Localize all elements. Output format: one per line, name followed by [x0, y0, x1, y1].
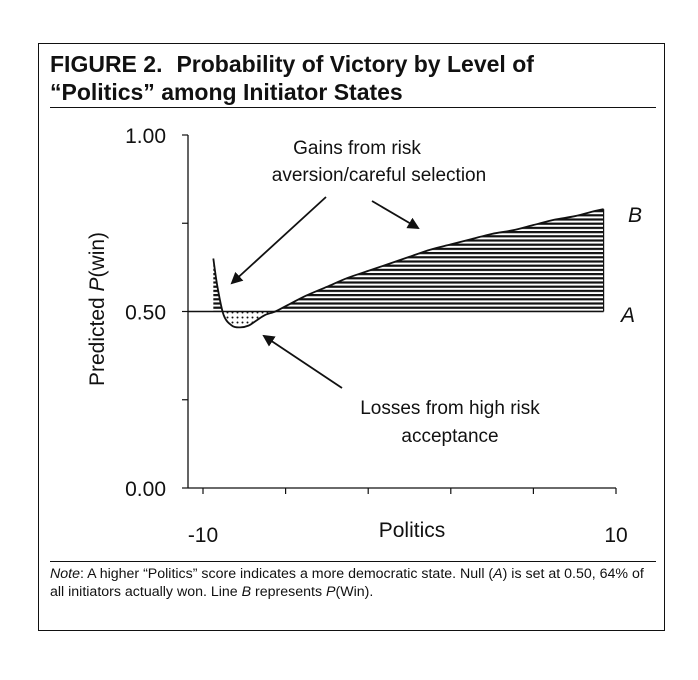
figure-title: FIGURE 2. Probability of Victory by Level…: [50, 50, 655, 106]
series-label-b: B: [628, 204, 642, 227]
y-tick-label-100: 1.00: [125, 125, 166, 148]
figure-number: FIGURE 2.: [50, 51, 163, 77]
x-tick-label-max: 10: [604, 524, 627, 547]
arrow-gains-left: [230, 196, 327, 285]
figure-note: Note: A higher “Politics” score indicate…: [50, 566, 644, 600]
arrow-gains-right: [371, 200, 420, 230]
x-axis-label: Politics: [379, 519, 446, 542]
figure-title-line2: “Politics” among Initiator States: [50, 79, 403, 105]
y-axis-label: Predicted P(win): [86, 232, 109, 386]
figure-title-line1: Probability of Victory by Level of: [176, 51, 534, 77]
y-tick-label-0: 0.00: [125, 478, 166, 501]
note-rule: [50, 561, 656, 562]
losses-shaded-area: [213, 311, 604, 328]
x-tick-label-min: -10: [188, 524, 218, 547]
annotation-losses-line2: acceptance: [401, 426, 498, 447]
series-line-b: [212, 208, 604, 329]
annotation-losses-line1: Losses from high risk: [360, 398, 540, 419]
series-label-a: A: [619, 304, 635, 327]
annotation-gains-line1: Gains from risk: [293, 138, 421, 159]
title-rule: [50, 107, 656, 108]
figure-frame: [38, 43, 665, 631]
arrow-losses: [262, 334, 343, 389]
annotation-gains-line2: aversion/careful selection: [272, 165, 486, 186]
y-tick-label-050: 0.50: [125, 302, 166, 325]
gains-shaded-area: [213, 209, 604, 312]
